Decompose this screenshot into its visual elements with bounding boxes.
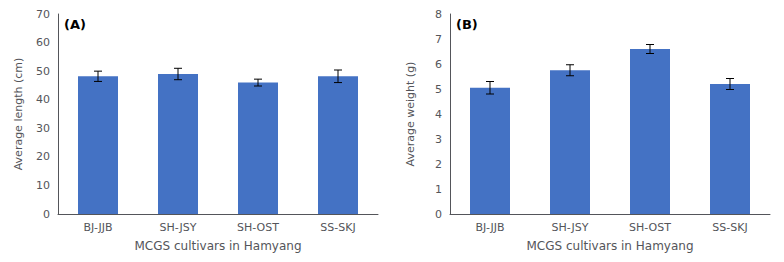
svg-text:Average weight (g): Average weight (g) bbox=[404, 62, 417, 167]
svg-text:SH-OST: SH-OST bbox=[629, 221, 671, 234]
svg-text:7: 7 bbox=[435, 33, 442, 46]
svg-text:SS-SKJ: SS-SKJ bbox=[712, 221, 747, 234]
svg-text:(B): (B) bbox=[456, 17, 478, 32]
svg-text:10: 10 bbox=[36, 179, 50, 192]
svg-text:(A): (A) bbox=[64, 17, 86, 32]
svg-text:1: 1 bbox=[435, 183, 442, 196]
svg-text:SH-JSY: SH-JSY bbox=[160, 221, 197, 234]
svg-text:4: 4 bbox=[435, 108, 442, 121]
svg-text:MCGS cultivars in Hamyang: MCGS cultivars in Hamyang bbox=[135, 239, 302, 253]
svg-text:SH-JSY: SH-JSY bbox=[552, 221, 589, 234]
svg-text:50: 50 bbox=[36, 65, 50, 78]
svg-text:70: 70 bbox=[36, 8, 50, 21]
svg-text:30: 30 bbox=[36, 122, 50, 135]
svg-text:60: 60 bbox=[36, 36, 50, 49]
svg-text:MCGS cultivars in Hamyang: MCGS cultivars in Hamyang bbox=[527, 239, 694, 253]
svg-text:SS-SKJ: SS-SKJ bbox=[320, 221, 355, 234]
svg-text:BJ-JJB: BJ-JJB bbox=[83, 221, 112, 234]
svg-text:40: 40 bbox=[36, 93, 50, 106]
svg-text:3: 3 bbox=[435, 133, 442, 146]
svg-text:8: 8 bbox=[435, 8, 442, 21]
svg-text:5: 5 bbox=[435, 83, 442, 96]
svg-text:0: 0 bbox=[43, 208, 50, 221]
svg-text:6: 6 bbox=[435, 58, 442, 71]
svg-text:BJ-JJB: BJ-JJB bbox=[475, 221, 504, 234]
svg-text:SH-OST: SH-OST bbox=[237, 221, 279, 234]
svg-text:Average length (cm): Average length (cm) bbox=[12, 58, 25, 171]
svg-text:2: 2 bbox=[435, 158, 442, 171]
svg-text:20: 20 bbox=[36, 150, 50, 163]
svg-text:0: 0 bbox=[435, 208, 442, 221]
